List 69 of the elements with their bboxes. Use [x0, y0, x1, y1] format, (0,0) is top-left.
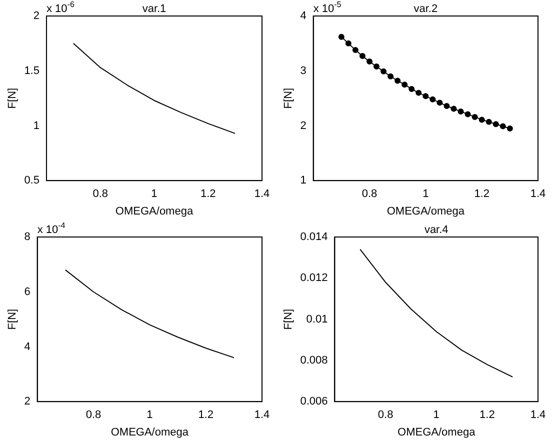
- y-tick-label: 0.008: [300, 354, 328, 366]
- y-tick-label: 0.01: [306, 313, 328, 326]
- x-tick-label: 0.8: [92, 188, 108, 200]
- y-tick-label: 1.5: [24, 64, 40, 77]
- x-tick-label: 1: [422, 188, 429, 200]
- y-tick-label: 1: [300, 174, 306, 187]
- y-tick-label: 2: [300, 120, 306, 132]
- point: [472, 114, 478, 120]
- y-tick-label: 8: [24, 231, 30, 244]
- point: [402, 82, 408, 88]
- point: [506, 125, 513, 132]
- point: [374, 63, 380, 70]
- y-tick-label: 1: [33, 120, 40, 132]
- y-tick-label: 0.012: [300, 272, 328, 284]
- point: [408, 86, 415, 92]
- point: [486, 118, 492, 125]
- y-tick-label: 6: [24, 286, 30, 298]
- point: [464, 111, 471, 118]
- y-tick-label: 4: [24, 340, 30, 353]
- y-axis-title: F[N]: [282, 308, 295, 330]
- point: [458, 108, 464, 114]
- x-tick-label: 1.4: [254, 409, 270, 422]
- point: [492, 121, 499, 128]
- x-tick-label: 1.4: [254, 188, 270, 200]
- point: [500, 123, 506, 130]
- x-tick-label: 1.4: [530, 188, 546, 200]
- y-tick-label: 3: [300, 64, 306, 77]
- x-tick-label: 0.8: [362, 188, 378, 200]
- y-tick-label: 2: [24, 396, 30, 408]
- x-tick-label: 1: [433, 409, 440, 422]
- point: [352, 47, 358, 54]
- x-axis-title: OMEGA/omega: [110, 426, 190, 438]
- point: [430, 96, 436, 102]
- x-axis-title: OMEGA/omega: [386, 205, 466, 218]
- x-axis-title: OMEGA/omega: [398, 426, 476, 438]
- point: [436, 100, 443, 106]
- point: [416, 90, 422, 96]
- x-axis-title: OMEGA/omega: [115, 205, 194, 218]
- point: [345, 40, 352, 46]
- point: [359, 53, 366, 60]
- x-tick-label: 1.2: [480, 409, 495, 422]
- point: [422, 93, 429, 100]
- y-tick-label: 4: [300, 10, 306, 22]
- x-tick-label: 0.8: [378, 409, 394, 422]
- y-tick-label: 0.006: [300, 396, 328, 408]
- y-axis-title: F[N]: [6, 88, 19, 109]
- x-tick-label: 1.4: [530, 409, 546, 422]
- point: [388, 73, 394, 80]
- point: [366, 58, 372, 65]
- x-tick-label: 1.2: [198, 409, 214, 422]
- x-tick-label: 1: [146, 409, 153, 422]
- chart-title: var.2: [414, 3, 438, 15]
- point: [450, 106, 457, 112]
- y-tick-label: 0.5: [24, 174, 40, 187]
- point: [394, 78, 401, 84]
- x-tick-label: 1: [151, 188, 158, 200]
- point: [380, 68, 387, 74]
- y-tick-label: 2: [33, 10, 40, 22]
- y-axis-title: F[N]: [282, 88, 295, 109]
- point: [338, 34, 344, 40]
- x-tick-label: 0.8: [86, 409, 102, 422]
- y-axis-title: F[N]: [6, 308, 19, 330]
- point: [478, 116, 485, 123]
- x-tick-label: 1.2: [474, 188, 490, 200]
- point: [444, 102, 450, 109]
- x-tick-label: 1.2: [200, 188, 216, 200]
- chart-title: var.1: [142, 3, 166, 15]
- chart-title: var.4: [424, 224, 448, 236]
- y-tick-label: 0.014: [300, 231, 328, 244]
